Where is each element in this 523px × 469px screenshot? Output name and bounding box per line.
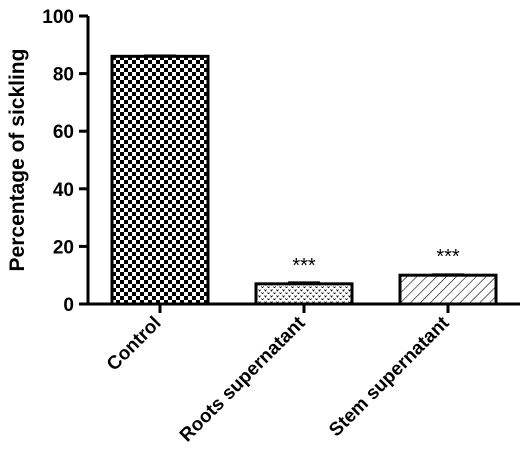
y-axis-title: Percentage of sickling <box>6 49 29 272</box>
significance-marker: *** <box>292 255 316 277</box>
x-category-label: Roots supernatant <box>176 312 310 446</box>
bar-stem-supernatant <box>398 273 498 306</box>
y-tick-label: 40 <box>53 180 74 201</box>
y-axis: 0 20 40 60 80 100 <box>42 7 90 316</box>
y-tick-label: 20 <box>53 237 74 258</box>
bar-control <box>110 54 210 306</box>
significance-annotations: *** *** <box>292 246 460 277</box>
y-tick-label: 0 <box>63 295 74 316</box>
y-tick-label: 60 <box>53 122 74 143</box>
bar-roots-supernatant <box>254 282 354 306</box>
x-category-label: Stem supernatant <box>325 312 454 441</box>
bars <box>110 54 498 306</box>
x-category-label: Control <box>103 313 166 376</box>
y-tick-label: 100 <box>42 7 74 28</box>
significance-marker: *** <box>436 246 460 268</box>
y-tick-label: 80 <box>53 65 74 86</box>
x-axis: Control Roots supernatant Stem supernatant <box>88 302 520 446</box>
